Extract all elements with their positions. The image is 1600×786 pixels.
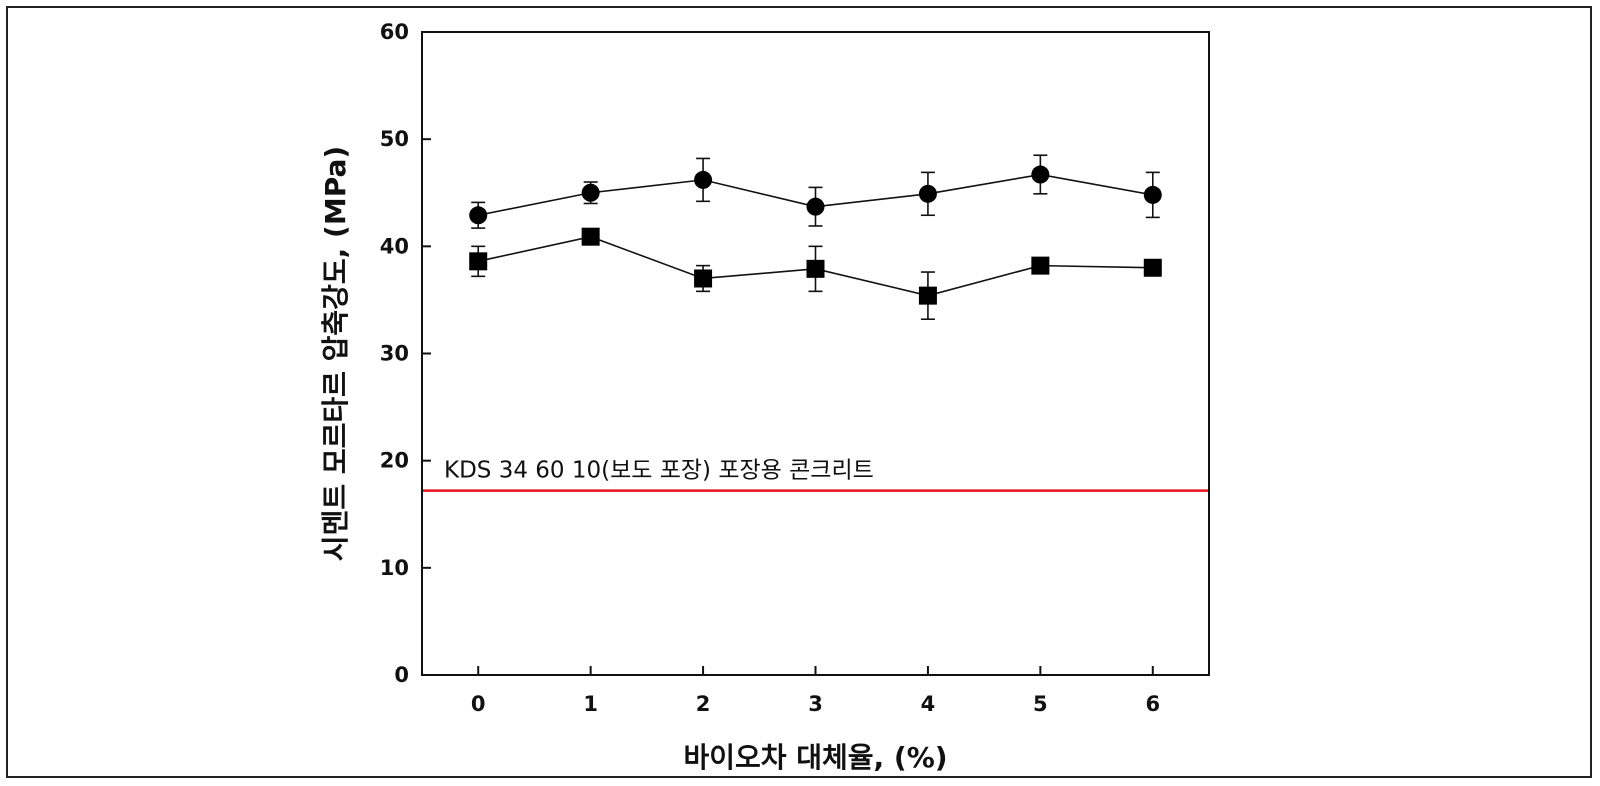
data-point-square xyxy=(806,259,825,278)
x-tick-label-3: 3 xyxy=(808,692,823,716)
x-tick-label-4: 4 xyxy=(921,692,936,716)
reference-line-label: KDS 34 60 10(보도 포장) 포장용 콘크리트 xyxy=(444,458,874,484)
data-point-circle xyxy=(1143,185,1162,204)
y-axis-title: 시멘트 모르타르 압축강도, (MPa) xyxy=(319,146,352,561)
figure-frame xyxy=(6,6,1592,778)
series-square xyxy=(469,227,1162,321)
data-point-circle xyxy=(1031,165,1050,184)
data-point-circle xyxy=(806,197,825,216)
y-tick-label-40: 40 xyxy=(380,234,409,258)
data-point-square xyxy=(918,286,937,305)
series-group xyxy=(469,154,1162,321)
labels: 0 10 20 30 40 50 60 0 1 2 3 4 5 6 바이오차 대체율, (%) 시멘트 모르타… xyxy=(319,20,1160,774)
axes xyxy=(421,31,1210,676)
data-point-circle xyxy=(581,183,600,202)
data-point-circle xyxy=(694,170,713,189)
data-point-square xyxy=(581,227,600,246)
series-circle xyxy=(469,154,1162,229)
y-tick-label-0: 0 xyxy=(394,663,409,687)
data-point-circle xyxy=(918,184,937,203)
data-point-square xyxy=(469,252,488,271)
y-tick-label-50: 50 xyxy=(380,127,409,151)
x-tick-label-0: 0 xyxy=(471,692,486,716)
y-tick-label-60: 60 xyxy=(380,20,409,44)
y-tick-label-30: 30 xyxy=(380,342,409,366)
data-point-square xyxy=(1031,256,1050,275)
x-axis-title: 바이오차 대체율, (%) xyxy=(683,741,947,774)
y-tick-label-10: 10 xyxy=(380,556,409,580)
plot-area-frame xyxy=(421,31,1210,676)
data-point-circle xyxy=(469,206,488,225)
y-tick-label-20: 20 xyxy=(380,449,409,473)
x-tick-label-6: 6 xyxy=(1145,692,1160,716)
data-point-square xyxy=(694,269,713,288)
data-point-square xyxy=(1143,258,1162,277)
x-tick-label-2: 2 xyxy=(696,692,711,716)
x-tick-label-1: 1 xyxy=(583,692,598,716)
x-tick-label-5: 5 xyxy=(1033,692,1048,716)
